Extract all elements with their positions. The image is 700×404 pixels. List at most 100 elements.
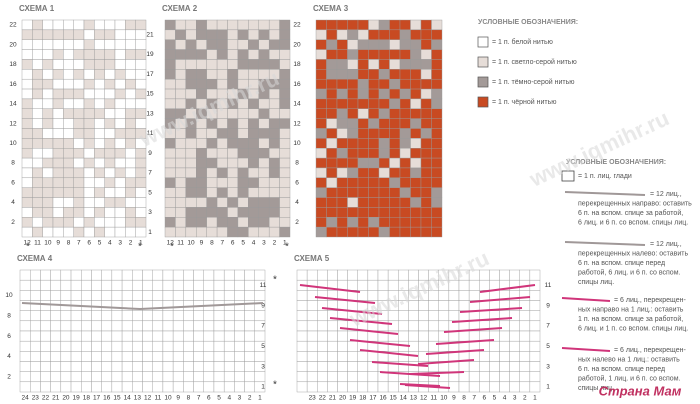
grid-cell	[196, 157, 207, 169]
grid-cell	[347, 29, 359, 40]
grid-cell	[206, 78, 218, 90]
grid-cell	[389, 138, 401, 149]
grid-cell	[125, 98, 136, 109]
grid-cell	[175, 49, 187, 60]
grid-cell	[410, 167, 422, 179]
grid-cell	[40, 361, 51, 372]
grid-cell	[399, 118, 411, 129]
grid-cell	[73, 197, 85, 208]
grid-cell	[203, 351, 215, 362]
grid-cell	[172, 381, 184, 393]
grid-cell	[114, 207, 126, 218]
cable-line	[399, 383, 441, 387]
grid-cell	[279, 217, 291, 228]
grid-cell	[326, 39, 338, 50]
grid-cell	[519, 381, 531, 393]
grid-cell	[162, 340, 174, 352]
grid-cell	[104, 39, 116, 50]
grid-cell	[337, 269, 348, 281]
grid-cell	[21, 118, 33, 129]
grid-cell	[254, 330, 266, 342]
grid-cell	[268, 39, 280, 50]
grid-cell	[420, 197, 432, 208]
grid-cell	[50, 381, 62, 393]
grid-cell	[399, 98, 411, 109]
grid-cell	[368, 78, 380, 90]
grid-cell	[468, 371, 480, 383]
grid-cell	[519, 320, 531, 332]
grid-cell	[237, 29, 249, 40]
grid-cell	[73, 29, 85, 40]
grid-cell	[175, 167, 187, 179]
grid-cell	[101, 371, 113, 383]
grid-cell	[357, 128, 369, 139]
grid-cell	[183, 279, 194, 291]
grid-cell	[248, 177, 259, 188]
grid-cell	[193, 320, 204, 332]
grid-cell	[30, 269, 41, 281]
star: *	[138, 242, 142, 253]
grid-cell	[431, 148, 443, 159]
grid-cell	[32, 19, 43, 31]
grid-cell	[216, 148, 228, 159]
grid-cell	[203, 269, 215, 281]
grid-cell	[216, 138, 228, 149]
grid-cell	[111, 371, 123, 383]
grid-cell	[81, 290, 92, 301]
grid-cell	[63, 167, 74, 179]
grid-cell	[420, 108, 432, 119]
grid-cell	[142, 371, 153, 383]
grid-cell	[244, 310, 255, 322]
column-number: 8	[210, 240, 214, 247]
grid-cell	[258, 98, 270, 109]
grid-cell	[135, 167, 147, 179]
grid-cell	[336, 78, 348, 90]
grid-cell	[216, 157, 228, 169]
grid-cell	[431, 98, 443, 109]
star: *	[285, 242, 289, 253]
grid-cell	[196, 39, 207, 50]
grid-cell	[244, 330, 255, 342]
grid-cell	[244, 340, 255, 352]
grid-cell	[336, 167, 348, 179]
grid-cell	[185, 29, 197, 40]
grid-cell	[216, 39, 228, 50]
grid-cell	[244, 290, 255, 301]
grid-cell	[111, 290, 123, 301]
legend-text: ных направо на 1 лиц.: оставить	[578, 306, 684, 313]
grid-cell	[94, 19, 105, 31]
grid-cell	[193, 351, 204, 362]
grid-cell	[175, 217, 187, 228]
grid-cell	[32, 118, 43, 129]
grid-cell	[213, 351, 225, 362]
grid-cell	[121, 279, 133, 291]
grid-cell	[279, 197, 291, 208]
grid-cell	[389, 167, 401, 179]
grid-cell	[279, 19, 291, 31]
grid-cell	[357, 138, 369, 149]
grid-cell	[193, 361, 204, 372]
grid-cell	[32, 98, 43, 109]
grid-cell	[196, 78, 207, 90]
grid-cell	[420, 226, 432, 238]
grid-cell	[279, 167, 291, 179]
grid-cell	[438, 320, 450, 332]
grid-cell	[389, 197, 401, 208]
grid-cell	[83, 207, 95, 218]
grid-cell	[83, 59, 95, 70]
grid-cell	[81, 330, 92, 342]
grid-cell	[125, 49, 136, 60]
grid-cell	[104, 187, 116, 198]
grid-cell	[237, 207, 249, 218]
grid-cell	[378, 78, 390, 90]
grid-cell	[347, 351, 358, 362]
grid-cell	[101, 320, 113, 332]
grid-cell	[83, 167, 95, 179]
grid-cell	[125, 59, 136, 70]
grid-cell	[509, 381, 520, 393]
grid-cell	[357, 361, 369, 372]
grid-cell	[326, 187, 338, 198]
grid-cell	[104, 217, 116, 228]
grid-cell	[63, 19, 74, 31]
grid-cell	[389, 118, 401, 129]
